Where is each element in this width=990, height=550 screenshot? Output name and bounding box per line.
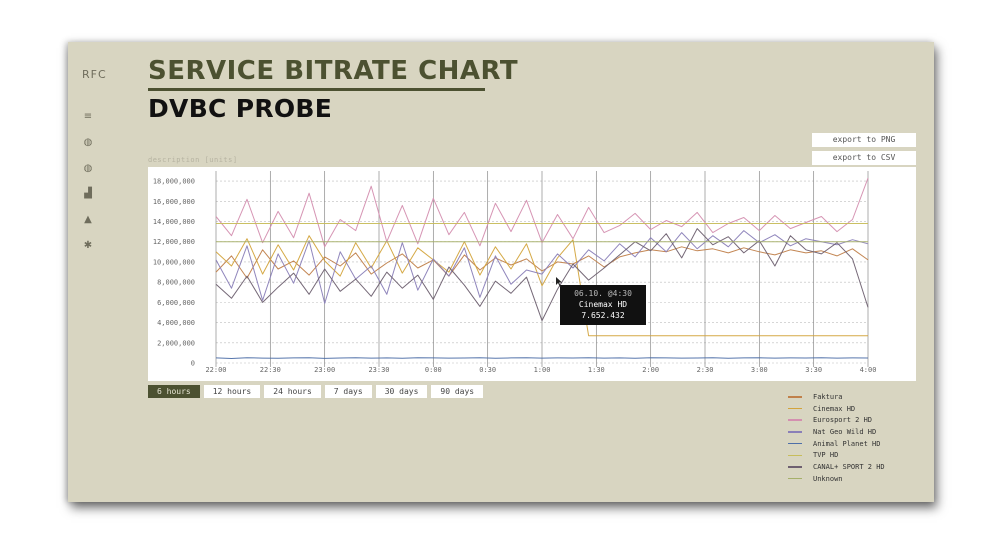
bitrate-chart[interactable]: 0 2,000,000 4,000,000 6,000,000 8,000,000 10,… [148,167,916,381]
legend-item[interactable]: Animal Planet HD [788,438,885,450]
x-tick-label: 23:00 [314,366,335,374]
y-tick-label: 18,000,000 [153,178,195,186]
y-tick-label: 4,000,000 [157,319,195,327]
range-button-90-days[interactable]: 90 days [431,385,484,398]
title-underline [148,88,485,91]
legend-swatch [788,431,802,433]
legend-label: Unknown [813,474,843,483]
x-tick-label: 0:00 [425,366,442,374]
tooltip-time: 06.10. @4:30 [574,289,632,298]
legend-label: Cinemax HD [813,404,856,413]
legend-item[interactable]: Eurosport 2 HD [788,414,885,426]
legend-label: Faktura [813,392,843,401]
x-tick-label: 3:00 [751,366,768,374]
legend-item[interactable]: Faktura [788,391,885,403]
legend-item[interactable]: CANAL+ SPORT 2 HD [788,461,885,473]
range-button-24-hours[interactable]: 24 hours [264,385,321,398]
x-tick-label: 2:00 [642,366,659,374]
x-tick-label: 2:30 [697,366,714,374]
time-range-selector: 6 hours 12 hours 24 hours 7 days 30 days 90 d… [148,385,484,398]
legend-item[interactable]: Cinemax HD [788,403,885,415]
legend-swatch [788,466,802,468]
menu-icon[interactable]: ≡ [83,111,93,122]
legend-swatch [788,419,802,421]
legend-label: Animal Planet HD [813,439,881,448]
legend-label: Eurosport 2 HD [813,416,873,425]
chart-icon[interactable]: ▟ [84,188,92,199]
alert-icon[interactable]: ▲ [84,214,92,225]
series-line-faktura [215,246,869,279]
legend-swatch [788,407,802,410]
x-tick-label: 22:30 [260,366,281,374]
app-window: RFC ≡ ◍ ◍ ▟ ▲ ✱ SERVICE BITRATE CHART DVBC PR… [68,42,934,502]
x-tick-label: 4:00 [860,366,877,374]
page-title: SERVICE BITRATE CHART [148,56,519,86]
y-tick-label: 2,000,000 [157,339,195,347]
range-button-30-days[interactable]: 30 days [375,385,428,398]
x-tick-label: 23:30 [368,366,389,374]
tooltip-value: 7.652.432 [581,311,625,320]
legend-label: CANAL+ SPORT 2 HD [813,462,885,471]
x-tick-label: 1:00 [534,366,551,374]
legend-swatch [788,454,802,457]
legend-swatch [788,396,802,398]
x-tick-label: 0:30 [479,366,496,374]
legend-label: Nat Geo Wild HD [813,427,877,436]
chart-panel: 0 2,000,000 4,000,000 6,000,000 8,000,000 10,… [148,167,916,381]
x-tick-label: 22:00 [205,366,226,374]
y-tick-label: 16,000,000 [153,198,195,206]
chart-legend: Faktura Cinemax HD Eurosport 2 HD Nat Geo W… [788,391,885,485]
y-tick-label: 10,000,000 [153,258,195,266]
brand-logo: RFC [82,68,107,81]
x-tick-label: 3:30 [805,366,822,374]
series-line-nat-geo-wild-hd [215,230,869,304]
series-line-cinemax-hd [215,235,868,337]
y-axis-caption: description [units] [148,156,238,164]
y-tick-label: 6,000,000 [157,299,195,307]
series-line-animal-planet-hd [215,357,869,359]
y-tick-label: 8,000,000 [157,279,195,287]
range-button-6-hours[interactable]: 6 hours [148,385,200,398]
y-tick-label: 12,000,000 [153,238,195,246]
y-tick-label: 14,000,000 [153,218,195,226]
y-tick-label: 0 [191,360,195,368]
range-button-12-hours[interactable]: 12 hours [203,385,261,398]
legend-item[interactable]: TVP HD [788,449,885,461]
gauge-icon[interactable]: ◍ [83,163,93,174]
series-line-canal-sport-2-hd [215,228,869,322]
legend-swatch [788,442,802,445]
tooltip-service: Cinemax HD [579,300,627,309]
page-subtitle: DVBC PROBE [148,94,333,123]
tooltip-box [560,285,646,325]
mouse-cursor-icon [556,277,562,287]
export-png-button[interactable]: export to PNG [812,133,916,147]
legend-swatch [788,477,802,480]
legend-label: TVP HD [813,451,839,460]
range-button-7-days[interactable]: 7 days [324,385,372,398]
legend-item[interactable]: Unknown [788,473,885,485]
series-line-eurosport-2-hd [215,177,869,248]
dashboard-icon[interactable]: ◍ [83,137,93,148]
export-csv-button[interactable]: export to CSV [812,151,916,165]
legend-item[interactable]: Nat Geo Wild HD [788,426,885,438]
settings-icon[interactable]: ✱ [83,240,93,251]
x-tick-label: 1:30 [588,366,605,374]
